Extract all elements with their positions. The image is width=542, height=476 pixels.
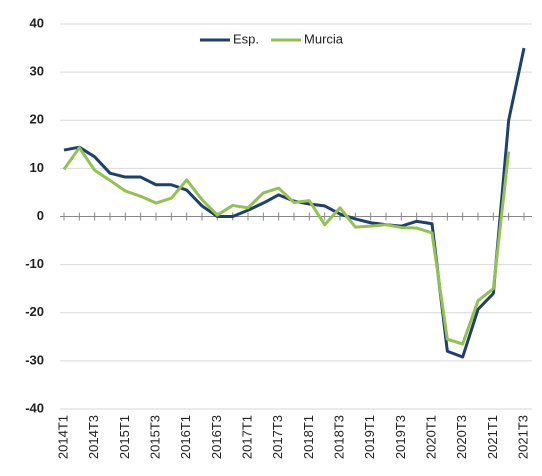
y-tick-label: -10 bbox=[25, 256, 44, 271]
y-tick-label: 20 bbox=[30, 112, 44, 127]
x-tick-label: 2016T3 bbox=[209, 415, 224, 459]
x-tick-label: 2019T3 bbox=[393, 415, 408, 459]
x-tick-label: 2017T1 bbox=[239, 415, 254, 459]
y-tick-label: 0 bbox=[37, 208, 44, 223]
x-tick-label: 2017T3 bbox=[270, 415, 285, 459]
y-tick-label: 10 bbox=[30, 160, 44, 175]
x-tick-label: 2016T1 bbox=[178, 415, 193, 459]
y-tick-label: -40 bbox=[25, 400, 44, 415]
x-tick-label: 2014T1 bbox=[55, 415, 70, 459]
x-tick-label: 2021T1 bbox=[485, 415, 500, 459]
legend-label: Esp. bbox=[233, 31, 259, 46]
x-tick-label: 2015T1 bbox=[117, 415, 132, 459]
x-tick-label: 2021T3 bbox=[515, 415, 530, 459]
y-tick-label: 30 bbox=[30, 64, 44, 79]
line-series bbox=[62, 146, 511, 346]
y-tick-label: -20 bbox=[25, 304, 44, 319]
x-tick-label: 2019T1 bbox=[362, 415, 377, 459]
y-tick-label: -30 bbox=[25, 352, 44, 367]
x-tick-label: 2020T1 bbox=[423, 415, 438, 459]
legend-label: Murcia bbox=[304, 31, 344, 46]
x-tick-label: 2015T3 bbox=[147, 415, 162, 459]
x-tick-label: 2018T3 bbox=[331, 415, 346, 459]
y-tick-label: 40 bbox=[30, 15, 44, 30]
x-tick-label: 2018T1 bbox=[301, 415, 316, 459]
x-tick-label: 2020T3 bbox=[454, 415, 469, 459]
x-tick-label: 2014T3 bbox=[86, 415, 101, 459]
